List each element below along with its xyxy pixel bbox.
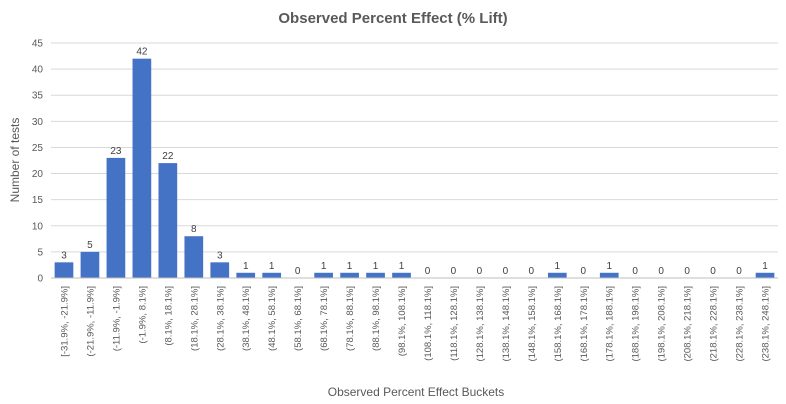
bar [547,272,567,278]
bar [262,272,282,278]
x-category-label: (168.1%, 178.1%] [579,286,590,362]
x-category-label: (-11.9%, -1.9%] [111,286,122,351]
bar-value-label: 3 [61,250,67,261]
x-category-label: (18.1%, 28.1%] [189,286,200,351]
x-category-label: (228.1%, 238.1%] [735,286,746,362]
bar [80,251,100,278]
bar [236,272,256,278]
x-category-label: (148.1%, 158.1%] [527,286,538,362]
bar-value-label: 0 [425,266,431,277]
bar-value-label: 1 [606,261,612,272]
x-category-label: (8.1%, 18.1%] [163,286,174,346]
bar-value-label: 0 [632,266,638,277]
x-category-label: (78.1%, 88.1%] [345,286,356,351]
y-tick-label: 10 [32,221,44,232]
x-category-label: (58.1%, 68.1%] [293,286,304,351]
y-tick-label: 15 [32,195,44,206]
x-category-label: (68.1%, 78.1%] [319,286,330,351]
bar [392,272,411,278]
x-category-label: (28.1%, 38.1%] [215,286,226,351]
bar-value-label: 5 [87,240,93,251]
bar-value-label: 0 [684,266,690,277]
x-category-label: (38.1%, 48.1%] [241,286,252,351]
y-tick-label: 0 [37,274,43,285]
bar-value-label: 0 [295,266,301,277]
bar [132,58,152,278]
x-category-label: (188.1%, 198.1%] [631,286,642,362]
y-tick-label: 30 [32,117,44,128]
x-category-label: (158.1%, 168.1%] [553,286,564,362]
chart-title: Observed Percent Effect (% Lift) [278,10,507,27]
bar [755,272,775,278]
x-category-label: (108.1%, 118.1%] [423,286,434,361]
bar-value-label: 1 [269,261,275,272]
bar [340,272,359,278]
x-axis-categories: [-31.9%, -21.9%] (-21.9%, -11.9%] (-11.9%,… [59,286,771,362]
bar-value-label: 0 [580,266,586,277]
x-category-label: (118.1%, 128.1%] [449,286,460,361]
bar-value-label: 0 [529,266,535,277]
y-tick-label: 25 [32,143,44,154]
x-category-label: [-31.9%, -21.9%] [59,286,70,357]
bar-value-label: 1 [399,261,405,272]
bar-value-label: 0 [451,266,457,277]
bar [184,236,204,278]
bar-value-label: 1 [321,261,327,272]
y-axis-ticks: 0 5 10 15 20 25 30 35 40 45 [32,39,44,285]
bar-value-label: 0 [658,266,664,277]
bar [314,272,333,278]
y-tick-label: 20 [32,169,44,180]
x-category-label: (128.1%, 138.1%] [475,286,486,362]
bar [54,262,74,278]
y-tick-label: 40 [32,65,44,76]
x-category-label: (-21.9%, -11.9%] [85,286,96,357]
x-category-label: (218.1%, 228.1%] [709,286,720,362]
bar-value-label: 23 [110,146,122,157]
y-axis-title: Number of tests [8,118,22,203]
x-category-label: (238.1%, 248.1%] [761,286,772,362]
bar-value-label: 1 [347,261,353,272]
bar-value-label: 1 [762,261,768,272]
x-category-label: (208.1%, 218.1%] [683,286,694,362]
y-tick-label: 45 [32,39,44,50]
bar-value-label: 1 [373,261,379,272]
x-category-label: (88.1%, 98.1%] [371,286,382,351]
data-labels: 3 5 23 42 22 8 3 1 1 0 1 1 1 1 0 0 0 0 0 1 0 1 0 0 0 0 0 1 [61,47,768,277]
x-category-label: (48.1%, 58.1%] [267,286,278,351]
bar [599,272,619,278]
bar-value-label: 8 [191,224,197,235]
y-tick-label: 35 [32,91,44,102]
bar-value-label: 0 [710,266,716,277]
bar [366,272,385,278]
y-tick-label: 5 [37,247,43,258]
bar [210,262,230,278]
x-category-label: (-1.9%, 8.1%] [137,286,148,344]
bar [158,163,178,278]
x-category-label: (198.1%, 208.1%] [657,286,668,362]
bar-value-label: 0 [503,266,509,277]
x-category-label: (98.1%, 108.1%] [397,286,408,356]
bar-value-label: 1 [555,261,561,272]
bar-value-label: 3 [217,250,223,261]
bar [106,157,126,278]
x-axis-title: Observed Percent Effect Buckets [328,385,505,399]
bar-value-label: 42 [136,47,148,58]
x-category-label: (178.1%, 188.1%] [605,286,616,362]
x-category-label: (138.1%, 148.1%] [501,286,512,362]
bar-value-label: 22 [162,151,174,162]
bar-value-label: 0 [477,266,483,277]
bar-value-label: 0 [736,266,742,277]
bars [54,58,775,278]
bar-value-label: 1 [243,261,249,272]
